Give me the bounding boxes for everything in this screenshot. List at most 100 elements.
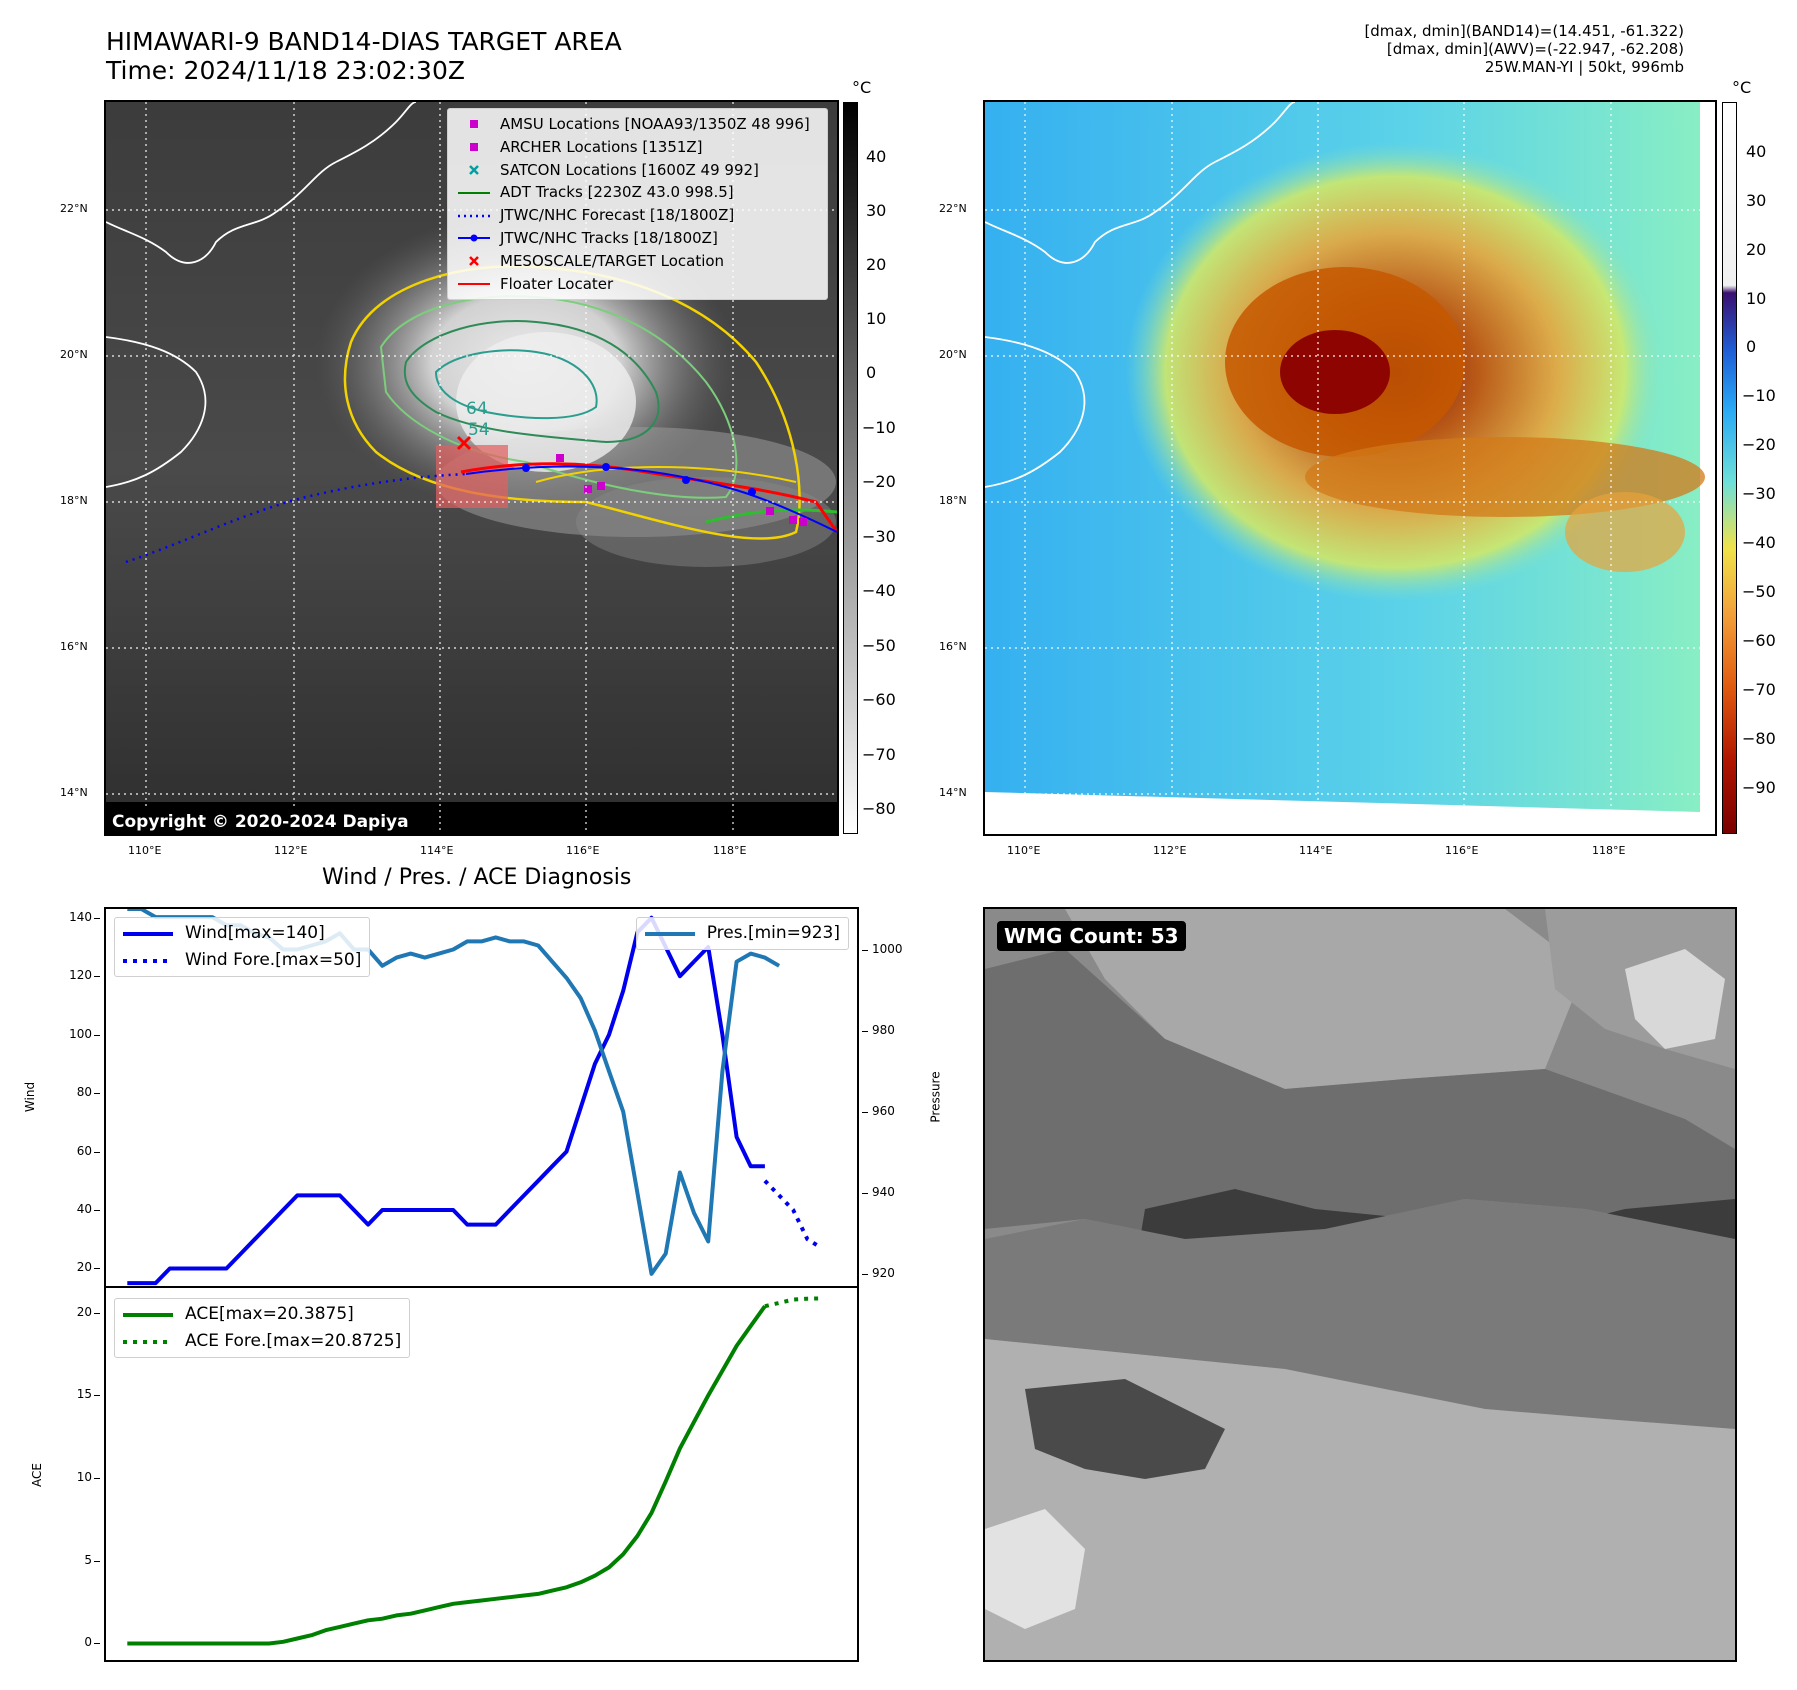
jtwc-forecast-track xyxy=(125,472,467,564)
lon-label: 110°E xyxy=(1007,844,1041,857)
y-tick-mark xyxy=(862,949,868,951)
legend-item-ace-forecast: ACE Fore.[max=20.8725] xyxy=(123,1328,401,1355)
y-tick-label: 15 xyxy=(76,1387,92,1402)
lon-label: 110°E xyxy=(128,844,162,857)
colorbar-tick: −60 xyxy=(862,690,896,709)
y-tick-mark xyxy=(94,1268,100,1270)
square-marker-icon xyxy=(470,120,478,129)
y-tick-label: 960 xyxy=(872,1103,895,1118)
dotted-line-icon xyxy=(123,958,173,963)
legend-item-mesoscale: MESOSCALE/TARGET Location xyxy=(456,250,821,273)
legend-label: AMSU Locations [NOAA93/1350Z 48 996] xyxy=(500,115,810,133)
y-tick-mark xyxy=(94,1210,100,1211)
y-tick-mark xyxy=(94,1093,100,1095)
legend-item-satcon: SATCON Locations [1600Z 49 992] xyxy=(456,159,821,182)
square-marker-icon xyxy=(470,143,478,152)
y-tick-mark xyxy=(862,1030,868,1032)
colorbar-tick: −70 xyxy=(862,745,896,764)
y-tick-mark xyxy=(94,1034,100,1036)
lat-label: 14°N xyxy=(60,786,88,799)
series-line-wind-fore-max-50-2 xyxy=(763,1179,823,1250)
legend-label: JTWC/NHC Tracks [18/1800Z] xyxy=(500,228,718,247)
y-tick-mark xyxy=(862,1273,868,1275)
y-tick-label: 0 xyxy=(84,1635,92,1650)
ace-plot: ACE[max=20.3875] ACE Fore.[max=20.8725] xyxy=(104,1286,859,1662)
lat-label: 20°N xyxy=(60,348,88,361)
lon-label: 118°E xyxy=(1592,844,1626,857)
ace-chart xyxy=(127,1296,822,1646)
legend-item-archer: ARCHER Locations [1351Z] xyxy=(456,136,821,159)
colorbar-tick: −20 xyxy=(862,472,896,491)
colorbar-tick: −80 xyxy=(862,799,896,818)
legend-item-wind-forecast: Wind Fore.[max=50] xyxy=(123,947,361,974)
lat-label: 18°N xyxy=(60,494,88,507)
mesoscale-target-marker xyxy=(456,435,472,451)
colorbar-tick: 30 xyxy=(1746,191,1767,210)
wind-axis-label: Wind xyxy=(23,1081,38,1113)
colorbar-tick: −70 xyxy=(1742,680,1776,699)
y-tick-label: 5 xyxy=(84,1552,92,1567)
solid-line-icon xyxy=(123,931,173,936)
x-marker-icon xyxy=(469,165,479,175)
colorbar-tick: 10 xyxy=(866,309,887,328)
band14-map-panel: 64 54 xyxy=(104,100,839,836)
ace-legend: ACE[max=20.3875] ACE Fore.[max=20.8725] xyxy=(114,1298,411,1358)
y-tick-label: 920 xyxy=(872,1265,895,1280)
y-tick-label: 120 xyxy=(69,968,92,983)
y-tick-label: 100 xyxy=(69,1026,92,1041)
colorbar-tick: −10 xyxy=(862,418,896,437)
colorbar-tick: −20 xyxy=(1742,435,1776,454)
colorbar-tick: −40 xyxy=(1742,533,1776,552)
y-tick-label: 1000 xyxy=(872,941,903,956)
contour-label-64: 64 xyxy=(466,399,488,419)
colorbar-tick: −10 xyxy=(1742,386,1776,405)
legend-label: Pres.[min=923] xyxy=(706,923,840,943)
diagnosis-title: Wind / Pres. / ACE Diagnosis xyxy=(322,865,632,890)
copyright-label: Copyright © 2020-2024 Dapiya xyxy=(106,810,415,834)
lat-label: 16°N xyxy=(60,640,88,653)
wmg-panel: WMG Count: 53 xyxy=(983,907,1737,1662)
colorbar-tick: −50 xyxy=(1742,582,1776,601)
dotted-line-icon xyxy=(458,214,490,217)
legend-label: ADT Tracks [2230Z 43.0 998.5] xyxy=(500,183,734,202)
lat-label: 22°N xyxy=(939,202,967,215)
legend-label: MESOSCALE/TARGET Location xyxy=(500,251,725,270)
legend-item-pressure: Pres.[min=923] xyxy=(644,920,840,947)
y-tick-label: 980 xyxy=(872,1022,895,1037)
legend-label: ACE[max=20.3875] xyxy=(185,1304,354,1324)
legend-item-jtwc-tracks: JTWC/NHC Tracks [18/1800Z] xyxy=(456,227,821,250)
info-line-2: [dmax, dmin](AWV)=(-22.947, -62.208) xyxy=(1386,40,1684,58)
colorbar-tick: −30 xyxy=(1742,484,1776,503)
solid-line-icon xyxy=(644,931,695,936)
y-tick-label: 940 xyxy=(872,1184,895,1199)
title-line-1: HIMAWARI-9 BAND14-DIAS TARGET AREA xyxy=(106,27,622,56)
pressure-axis-label: Pressure xyxy=(928,1071,943,1123)
lon-label: 112°E xyxy=(274,844,308,857)
series-line-wind-max-140-1 xyxy=(692,945,765,1169)
map-legend: AMSU Locations [NOAA93/1350Z 48 996] ARC… xyxy=(447,108,828,301)
legend-label: Floater Locater xyxy=(500,274,614,293)
lon-label: 112°E xyxy=(1153,844,1187,857)
colorbar-tick: 10 xyxy=(1746,289,1767,308)
lon-label: 116°E xyxy=(1445,844,1479,857)
colorbar-tick: 30 xyxy=(866,201,887,220)
y-tick-mark xyxy=(94,1560,100,1562)
awv-colorbar-unit: °C xyxy=(1732,78,1752,97)
x-marker-icon xyxy=(469,256,479,267)
y-tick-mark xyxy=(94,1643,100,1645)
legend-label: JTWC/NHC Forecast [18/1800Z] xyxy=(500,206,735,225)
line-marker-icon xyxy=(458,191,490,194)
lat-label: 16°N xyxy=(939,640,967,653)
colorbar-tick: −40 xyxy=(862,581,896,600)
colorbar-tick: 0 xyxy=(866,363,877,382)
legend-label: ACE Fore.[max=20.8725] xyxy=(185,1331,402,1351)
ace-axis-label: ACE xyxy=(29,1463,44,1487)
legend-item-ace: ACE[max=20.3875] xyxy=(123,1301,401,1328)
series-line-ace-max-20-3875-0 xyxy=(127,1305,767,1646)
line-dot-icon xyxy=(458,234,490,242)
info-line-1: [dmax, dmin](BAND14)=(14.451, -61.322) xyxy=(1364,22,1684,40)
y-tick-mark xyxy=(94,1312,100,1314)
lat-label: 18°N xyxy=(939,494,967,507)
legend-item-amsu: AMSU Locations [NOAA93/1350Z 48 996] xyxy=(456,113,821,136)
y-tick-mark xyxy=(94,1151,100,1153)
